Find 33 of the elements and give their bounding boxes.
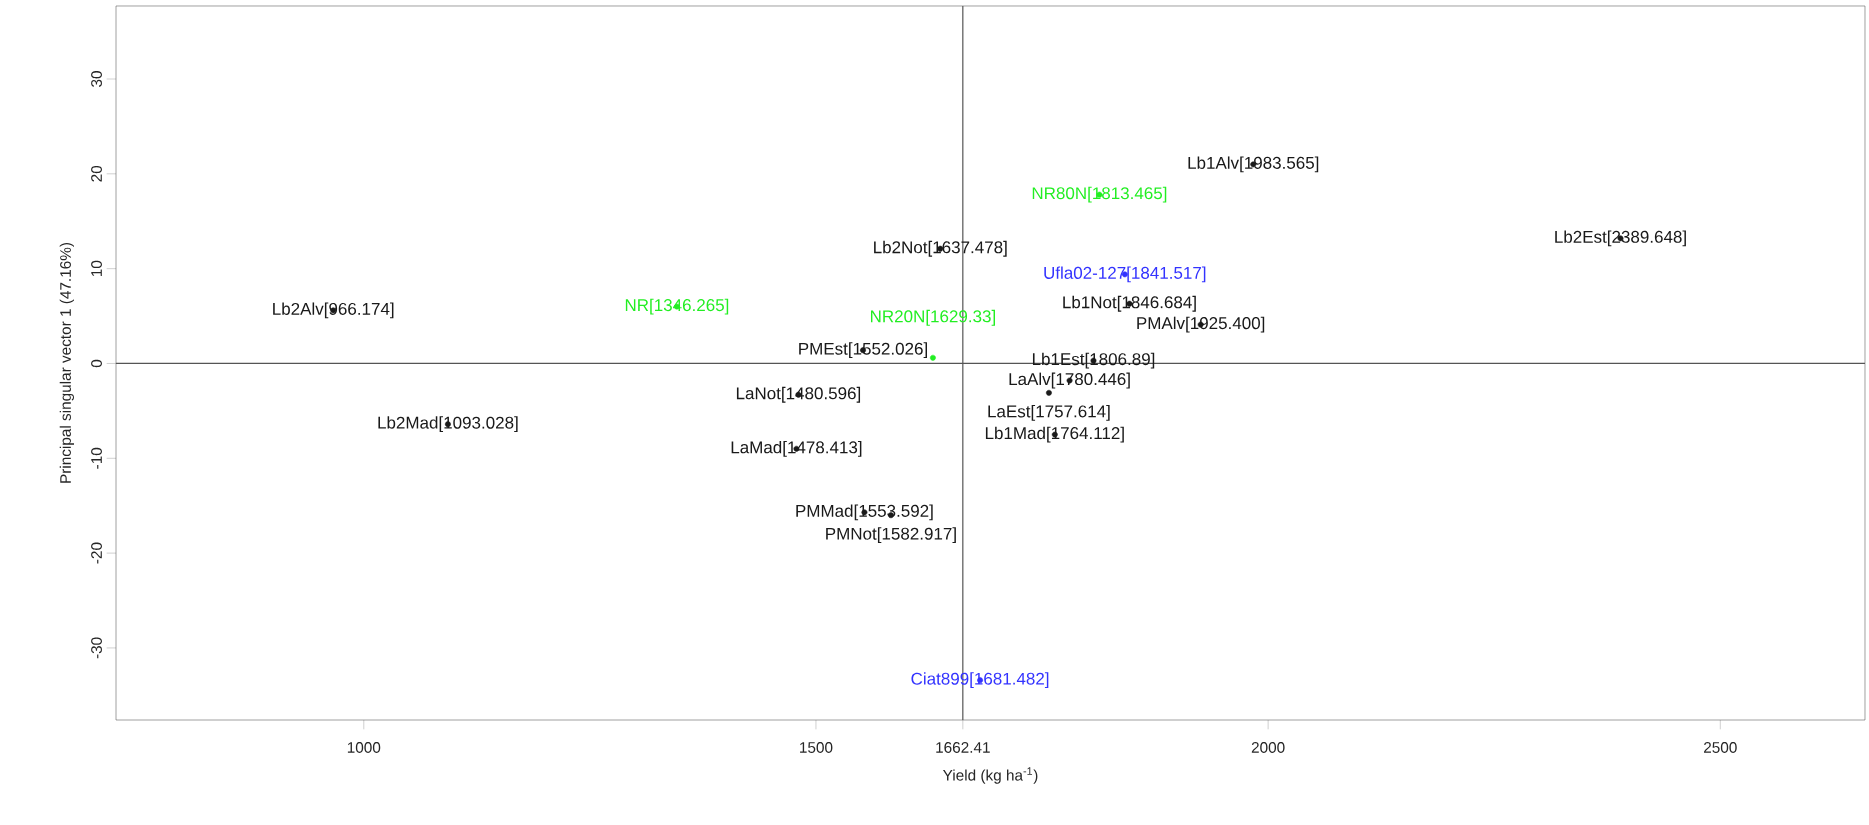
annotation: NR[1346.265] (625, 298, 729, 315)
x-axis-title: Yield (kg ha$^{-1}$) (942, 767, 1038, 784)
annotation: PMNot[1582.917] (826, 527, 956, 544)
y-tick-label: 0 (91, 359, 102, 368)
y-tick-label: -10 (91, 447, 102, 469)
y-tick-label: 20 (91, 165, 102, 182)
annotation: NR80N[1813.465] (1032, 186, 1167, 203)
annotation: PMMad[1553.592] (796, 504, 933, 521)
y-tick-label: -20 (91, 542, 102, 564)
annotation: LaMad[1478.413] (731, 440, 862, 457)
y-axis-title: Principal singular vector 1 (47.16%) (59, 242, 74, 483)
annotation: Lb2Alv[966.174] (273, 302, 394, 319)
x-tick-label: 2000 (1251, 742, 1285, 753)
point (1046, 389, 1052, 396)
x-tick-label: 1000 (347, 742, 381, 753)
annotation: Lb1Not[1846.684] (1063, 295, 1196, 312)
annotation: PMAlv[1925.400] (1137, 316, 1265, 333)
annotation: Ufla02-127[1841.517] (1044, 266, 1206, 283)
annotation: LaNot[1480.596] (736, 386, 861, 403)
annotation: Lb1Alv[1983.565] (1188, 156, 1319, 173)
x-tick-label: 1500 (800, 742, 833, 753)
annotation: Lb1Mad[1764.112] (985, 426, 1124, 443)
y-tick-label: 10 (91, 260, 102, 277)
annotation: Lb2Mad[1093.028] (378, 416, 518, 433)
annotation: LaAlv[1780.446] (1009, 372, 1130, 389)
annotation: Lb2Est[2389.648] (1555, 230, 1686, 247)
x-tick-label: 2500 (1704, 742, 1737, 753)
x-tick-label: 1662.41 (936, 742, 990, 753)
annotation: PMEst[1552.026] (799, 342, 927, 359)
y-tick-label: 30 (91, 71, 102, 87)
point (929, 354, 936, 361)
annotation: LaEst[1757.614] (988, 404, 1110, 421)
y-tick-label: -30 (91, 637, 102, 659)
